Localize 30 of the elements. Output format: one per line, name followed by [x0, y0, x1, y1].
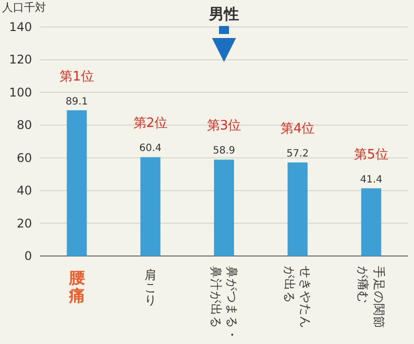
y-tick-label: 0	[24, 249, 32, 263]
annotation: 第2位	[133, 116, 168, 132]
data-label: 60.4	[139, 143, 162, 154]
data-label: 57.2	[286, 148, 309, 160]
y-axis-title: 人口千対	[2, 1, 46, 14]
x-tick-label: 手足の関節が痛む	[356, 266, 386, 328]
y-tick-label: 20	[16, 216, 32, 230]
annotation: 第3位	[206, 118, 242, 134]
annotation: 第1位	[60, 69, 94, 84]
data-label: 58.9	[212, 146, 236, 157]
y-tick-label: 40	[16, 184, 32, 198]
bar	[140, 157, 160, 256]
y-tick-label: 120	[9, 52, 32, 67]
x-tick-label: 肩こり	[144, 268, 156, 307]
y-tick-label: 140	[9, 20, 32, 34]
annotation: 第5位	[354, 147, 388, 162]
bar	[214, 160, 234, 256]
chart-title: 男性	[208, 5, 239, 23]
y-tick-label: 60	[16, 150, 32, 165]
data-label: 89.1	[66, 96, 88, 108]
x-tick-label: せきやたんが出る	[282, 266, 313, 328]
data-label: 41.4	[360, 174, 382, 186]
x-tick-label: 腰痛	[68, 268, 85, 305]
x-tick-label: 鼻がつまる・鼻汁が出る	[209, 266, 239, 341]
bar	[288, 162, 308, 256]
y-tick-label: 100	[9, 85, 32, 100]
y-tick-label: 80	[16, 118, 32, 132]
bar	[66, 110, 87, 256]
bar	[361, 188, 382, 256]
annotation: 第4位	[280, 121, 315, 136]
